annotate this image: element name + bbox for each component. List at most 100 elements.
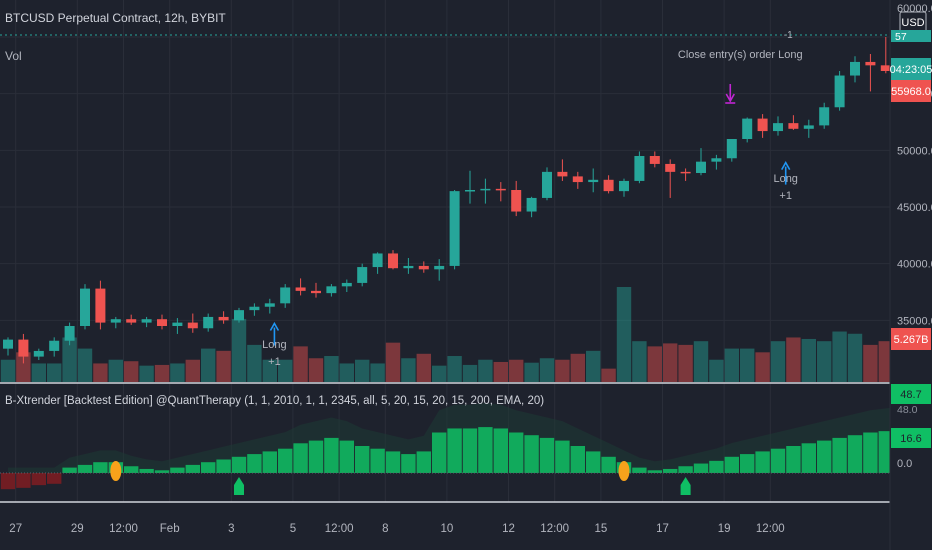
indicator-bar xyxy=(355,446,370,473)
indicator-bar xyxy=(863,432,878,473)
long-arrow-head xyxy=(781,160,791,170)
volume-bar xyxy=(262,359,277,382)
volume-bar xyxy=(878,341,893,382)
indicator-bar xyxy=(509,432,524,473)
candle-body xyxy=(218,316,229,321)
volume-bar xyxy=(416,353,431,382)
time-axis[interactable]: 27 29 12:00 Feb 3 5 12:00 8 10 12 12:00 15 17 19 12:00 xyxy=(9,523,784,535)
volume-bar xyxy=(786,337,801,382)
indicator-bar xyxy=(0,473,16,490)
volume-bar xyxy=(231,318,247,382)
candle-body xyxy=(33,350,44,357)
candle-body xyxy=(280,287,291,304)
time-axis-label: 3 xyxy=(228,523,234,535)
currency-label: USD xyxy=(901,17,924,29)
candle-body xyxy=(588,179,599,183)
candle-body xyxy=(757,118,768,132)
time-axis-label: 12:00 xyxy=(325,523,354,535)
volume-bar xyxy=(616,287,632,382)
candle-body xyxy=(711,158,722,162)
candle-body xyxy=(126,319,137,323)
indicator-bar xyxy=(185,464,200,473)
candle-body xyxy=(18,339,29,357)
indicator-axis-ghost: 48.0 xyxy=(897,404,918,416)
indicator-bar xyxy=(16,473,31,488)
indicator-bar xyxy=(139,468,154,473)
candle-body xyxy=(742,118,753,139)
indicator-trend-band xyxy=(8,402,917,473)
price-axis-label: 45000.0 xyxy=(897,202,932,214)
volume-bar xyxy=(663,343,678,382)
volume-bar xyxy=(601,368,616,382)
candle-body xyxy=(480,188,491,191)
indicator-bar xyxy=(663,468,678,473)
indicator-bar xyxy=(278,448,293,473)
volume-bar xyxy=(139,365,154,382)
candle-body xyxy=(619,180,629,192)
indicator-bar xyxy=(478,427,493,473)
candle-body xyxy=(3,339,13,349)
volume-text: 5.267B xyxy=(894,334,929,346)
candle-body xyxy=(696,161,706,173)
candle-body xyxy=(49,340,60,351)
volume-bar xyxy=(462,364,478,382)
volume-bar xyxy=(201,348,216,382)
volume-bar xyxy=(740,348,755,382)
time-axis-label: 12:00 xyxy=(109,523,138,535)
indicator-axis-zero: 0.0 xyxy=(897,458,912,470)
indicator-bar xyxy=(77,464,93,473)
candle-body xyxy=(264,303,275,307)
indicator-bar xyxy=(724,456,739,473)
volume-bar xyxy=(817,341,832,382)
indicator-bar xyxy=(878,431,893,473)
volume-bar xyxy=(355,359,370,382)
indicator-bar xyxy=(262,451,277,473)
indicator-bar xyxy=(539,437,555,473)
indicator-lower-badge xyxy=(891,428,931,448)
price-axis-label: 35000.0 xyxy=(897,315,932,327)
long-qty: +1 xyxy=(268,356,281,368)
indicator-bar xyxy=(709,460,724,473)
indicator-bar xyxy=(432,432,447,473)
indicator-lower-text: 16.6 xyxy=(900,433,921,445)
indicator-bar xyxy=(570,446,585,473)
volume-bar xyxy=(124,361,139,382)
candle-body xyxy=(726,139,737,159)
candle-body xyxy=(295,287,306,291)
indicator-title: B-Xtrender [Backtest Edition] @QuantTher… xyxy=(5,395,544,407)
volume-bar xyxy=(47,363,62,382)
indicator-bar xyxy=(231,456,247,473)
volume-bar xyxy=(801,338,816,382)
volume-bar xyxy=(847,333,863,382)
candle-body xyxy=(665,163,676,172)
volume-bar xyxy=(324,356,339,382)
close-marker-label: -1 xyxy=(784,30,793,41)
candle-body xyxy=(526,197,537,212)
candle-body xyxy=(449,191,460,266)
time-axis-label: 12 xyxy=(502,523,515,535)
candle-body xyxy=(110,319,121,323)
close-arrow-head xyxy=(725,93,735,103)
volume-bar xyxy=(432,365,447,382)
candle-body xyxy=(511,190,522,212)
indicator-bar xyxy=(416,451,431,473)
volume-bar xyxy=(16,352,31,382)
indicator-bar xyxy=(817,440,832,473)
indicator-bar xyxy=(47,473,62,484)
time-axis-label: 15 xyxy=(595,523,608,535)
indicator-histogram xyxy=(0,402,924,490)
volume-bar xyxy=(216,350,231,382)
volume-bar xyxy=(647,346,662,382)
indicator-bar xyxy=(308,440,324,473)
indicator-upper-badge xyxy=(891,384,931,404)
indicator-bar xyxy=(586,451,601,473)
indicator-bar xyxy=(339,440,354,473)
volume-bar xyxy=(678,344,693,382)
candle-body xyxy=(557,171,568,177)
trade-annotations: Long +1 Long +1 Close entry(s) order Long -1 xyxy=(262,30,802,368)
candle-body xyxy=(880,65,891,71)
volume-bar xyxy=(170,363,185,382)
time-axis-label: 12:00 xyxy=(540,523,569,535)
indicator-bar xyxy=(170,467,185,473)
